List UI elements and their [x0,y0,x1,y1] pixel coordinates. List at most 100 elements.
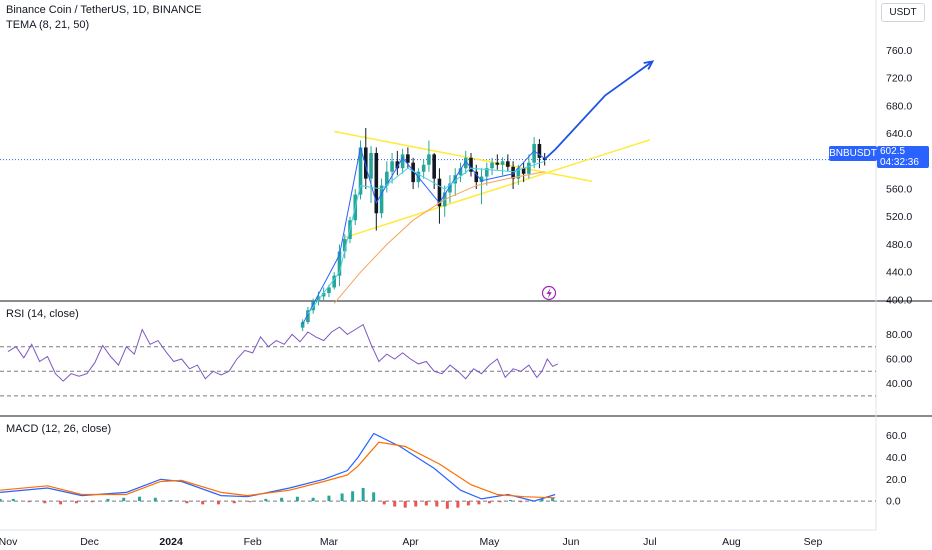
candle [500,157,505,176]
macd-histogram-bar [106,498,110,502]
candle-body [300,322,305,328]
rsi-panel-label[interactable]: RSI (14, close) [6,308,79,320]
macd-histogram-bar [169,500,173,502]
price-axis-tick-label: 720.0 [886,73,912,85]
candle-body [500,161,505,165]
price-axis-tick-label: 640.0 [886,128,912,140]
candle-body [332,275,337,288]
candle [395,150,400,176]
candle [379,178,384,219]
macd-axis-tick-label: 60.0 [886,430,907,442]
candle-body [406,154,410,163]
candle [363,128,368,190]
price-axis-tick-label: 680.0 [886,100,912,112]
candle [369,146,373,203]
candle [453,168,458,196]
macd-histogram-bar [43,501,47,504]
candle-body [474,171,479,183]
time-axis-tick-label: Dec [80,536,99,548]
candle-body [527,162,531,174]
candle-body [427,154,431,165]
candle-body [321,292,326,297]
price-axis-tick-label: 440.0 [886,267,912,279]
candle-body [379,185,384,214]
rsi-axis-tick-label: 40.00 [886,378,912,390]
candle [337,244,342,287]
macd-axis-tick-label: 0.0 [886,496,901,508]
macd-histogram-bar [498,501,502,503]
macd-axis-tick-label: 40.0 [886,452,907,464]
candle [306,306,310,325]
candle [511,161,515,190]
candle-body [537,143,542,158]
signal-line [0,441,556,499]
macd-histogram-bar [456,501,460,508]
candle-body [337,251,342,276]
candle-body [342,238,347,252]
candle-body [532,143,536,163]
candle [463,150,468,174]
candle-body [369,152,373,179]
macd-histogram-bar [445,501,449,509]
candle-body [448,183,452,193]
macd-histogram-bar [27,501,31,503]
currency-selector[interactable]: USDT [881,3,925,22]
time-axis-tick-label: Feb [244,536,262,548]
candle [495,154,500,170]
macd-histogram-bar [216,501,220,505]
projection-arrow-head [643,60,655,70]
candle-body [495,162,500,165]
candle-body [437,178,442,207]
candle [479,168,484,205]
rsi-axis-tick-label: 80.00 [886,329,912,341]
macd-histogram-bar [403,501,407,508]
candle [506,154,510,171]
candle [532,137,536,169]
macd-panel-label[interactable]: MACD (12, 26, close) [6,423,112,435]
macd-histogram-bar [153,497,157,502]
macd-histogram-bar [185,501,189,504]
candle-body [306,310,310,323]
candle [421,159,426,179]
tema-line-3 [333,171,545,304]
macd-histogram-bar [372,492,376,502]
candle [521,162,526,183]
candle [374,147,379,231]
macd-histogram-bar [11,498,15,502]
tema-indicator-label[interactable]: TEMA (8, 21, 50) [6,19,90,31]
time-axis-tick-label: Nov [0,536,18,548]
candle-body [479,176,484,183]
macd-histogram-bar [351,491,355,502]
tema-line-2 [307,160,545,315]
symbol-price-tag: BNBUSDT [829,146,877,161]
candle-body [521,168,526,174]
macd-histogram-bar [264,498,268,502]
macd-histogram-bar [201,501,205,505]
time-axis-tick-label: May [479,536,500,548]
macd-histogram-bar [519,501,523,503]
macd-histogram-bar [477,501,481,505]
lightning-icon-bolt [546,288,552,299]
candle-body [469,157,473,172]
candle [427,140,431,172]
candle-body [463,157,468,169]
last-price-box: 602.5 04:32:36 [877,146,929,168]
candle-body [411,162,415,183]
candle-body [516,168,521,179]
candle-body [374,152,379,214]
time-axis-tick-label: Apr [402,536,419,548]
macd-histogram-bar [327,495,331,502]
price-axis-tick-label: 520.0 [886,211,912,223]
candle-body [363,147,368,179]
candle [458,162,463,183]
macd-histogram-bar [393,501,397,507]
projection-arrow [544,60,654,160]
candle-body [311,301,315,311]
candle [484,162,489,186]
time-axis-tick-label: Mar [320,536,339,548]
candle [342,234,347,259]
candle [332,272,337,290]
macd-histogram-bar [74,501,78,504]
candle-body [395,161,400,169]
